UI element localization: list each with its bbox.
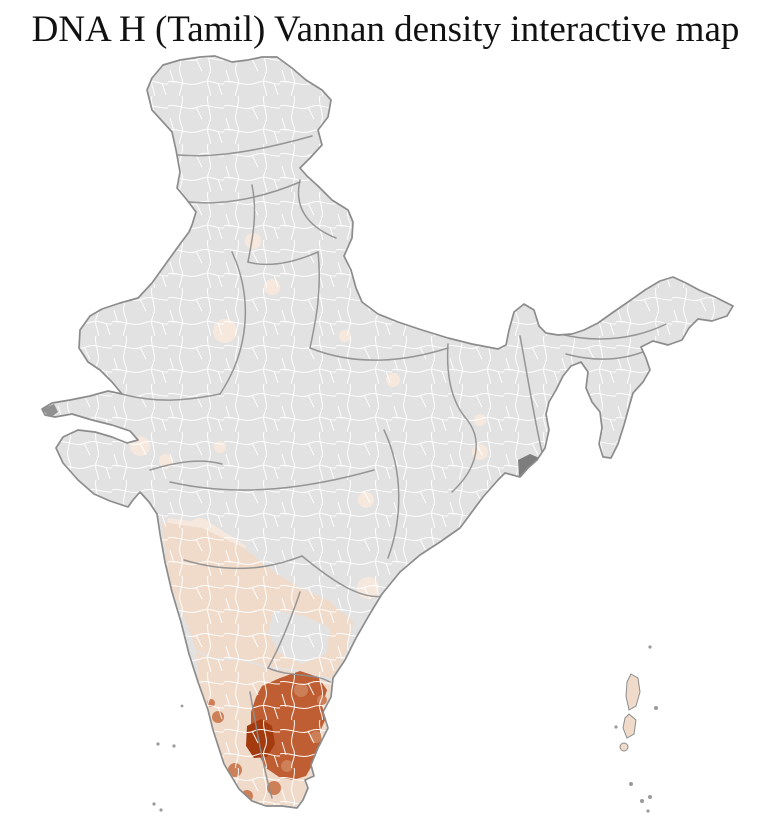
sundarbans-delta (518, 454, 544, 487)
islet (152, 802, 156, 806)
islet (646, 809, 650, 813)
islet (648, 645, 652, 649)
island[interactable] (625, 673, 641, 711)
district-shape[interactable] (562, 386, 574, 398)
islet (614, 725, 618, 729)
map-title: DNA H (Tamil) Vannan density interactive… (31, 9, 740, 50)
islet (180, 704, 184, 708)
lakshadweep-islands[interactable] (152, 704, 184, 812)
islet (172, 744, 176, 748)
island[interactable] (622, 713, 637, 739)
island[interactable] (619, 742, 629, 752)
islet (156, 742, 160, 746)
islet (159, 808, 163, 812)
islet (654, 706, 658, 710)
islet (640, 799, 644, 803)
islet (629, 782, 633, 786)
andaman-nicobar-islands[interactable] (614, 645, 658, 813)
islet (648, 795, 652, 799)
